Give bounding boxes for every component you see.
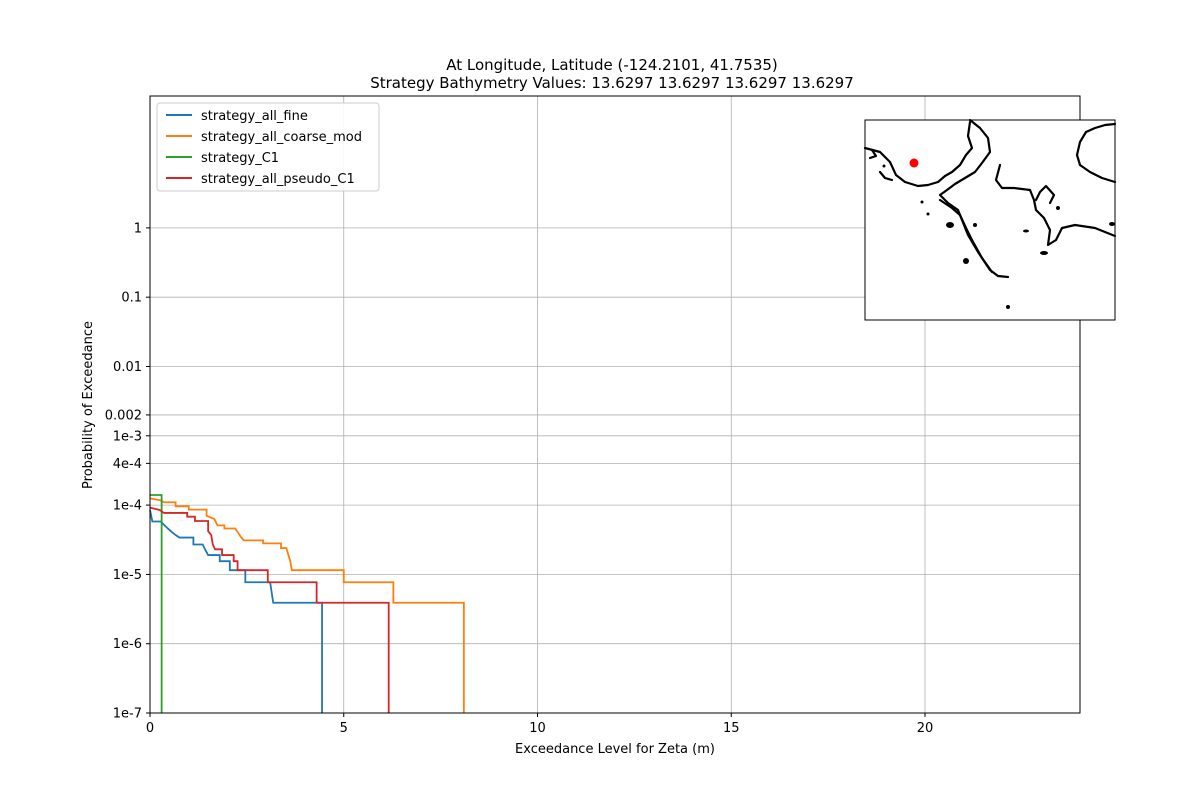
y-tick-label: 1e-3 xyxy=(113,429,142,444)
legend: strategy_all_fine strategy_all_coarse_mo… xyxy=(156,102,380,192)
axes-frame xyxy=(149,95,1081,714)
y-tick-label: 0.01 xyxy=(113,360,142,375)
grid-lines xyxy=(149,96,1080,714)
inset-map xyxy=(863,118,1117,321)
x-tick-label: 15 xyxy=(723,721,740,736)
site-location-marker xyxy=(909,158,919,168)
series-line-strategy-all-coarse-mod xyxy=(149,497,465,713)
series-line-strategy-all-pseudo-c1 xyxy=(149,506,390,713)
series-line-strategy-all-fine xyxy=(149,509,323,713)
chart-title-line-2: Strategy Bathymetry Values: 13.6297 13.6… xyxy=(370,74,854,92)
y-tick-label: 4e-4 xyxy=(113,457,142,472)
legend-label: strategy_all_coarse_mod xyxy=(201,130,362,145)
x-tick-label: 20 xyxy=(917,721,934,736)
x-tick-label: 0 xyxy=(146,721,154,736)
chart-title-line-1: At Longitude, Latitude (-124.2101, 41.75… xyxy=(446,56,778,74)
x-axis-ticks: 0 5 10 15 20 xyxy=(146,713,933,736)
legend-label: strategy_C1 xyxy=(201,151,279,166)
y-tick-label: 1e-7 xyxy=(113,707,142,722)
legend-entry: strategy_all_pseudo_C1 xyxy=(166,172,355,187)
legend-label: strategy_all_fine xyxy=(201,109,308,124)
y-tick-label: 1e-6 xyxy=(113,637,142,652)
y-tick-label: 0.002 xyxy=(105,408,142,423)
y-axis-label: Probability of Exceedance xyxy=(81,321,96,489)
coastline xyxy=(863,118,1117,279)
x-tick-label: 10 xyxy=(529,721,546,736)
y-axis-ticks: 1e-7 1e-6 1e-5 1e-4 4e-4 1e-3 0.002 0.01 0.1 1 xyxy=(105,221,150,722)
plot-area: 0 5 10 15 20 1e-7 1e-6 1e-5 1e-4 4e-4 1e-3 0.002 0.… xyxy=(105,95,1081,736)
legend-label: strategy_all_pseudo_C1 xyxy=(201,172,355,187)
inset-islands xyxy=(882,164,1115,309)
legend-box xyxy=(156,102,380,192)
y-tick-label: 0.1 xyxy=(121,291,142,306)
y-tick-label: 1 xyxy=(134,221,142,236)
y-tick-label: 1e-5 xyxy=(113,568,142,583)
x-tick-label: 5 xyxy=(340,721,348,736)
series-layer xyxy=(149,494,465,713)
x-axis-label: Exceedance Level for Zeta (m) xyxy=(515,742,715,757)
legend-entry: strategy_all_coarse_mod xyxy=(166,130,362,145)
y-tick-label: 1e-4 xyxy=(113,499,142,514)
series-line-strategy-c1 xyxy=(150,494,163,713)
legend-entry: strategy_C1 xyxy=(166,151,279,166)
legend-entry: strategy_all_fine xyxy=(166,109,308,124)
